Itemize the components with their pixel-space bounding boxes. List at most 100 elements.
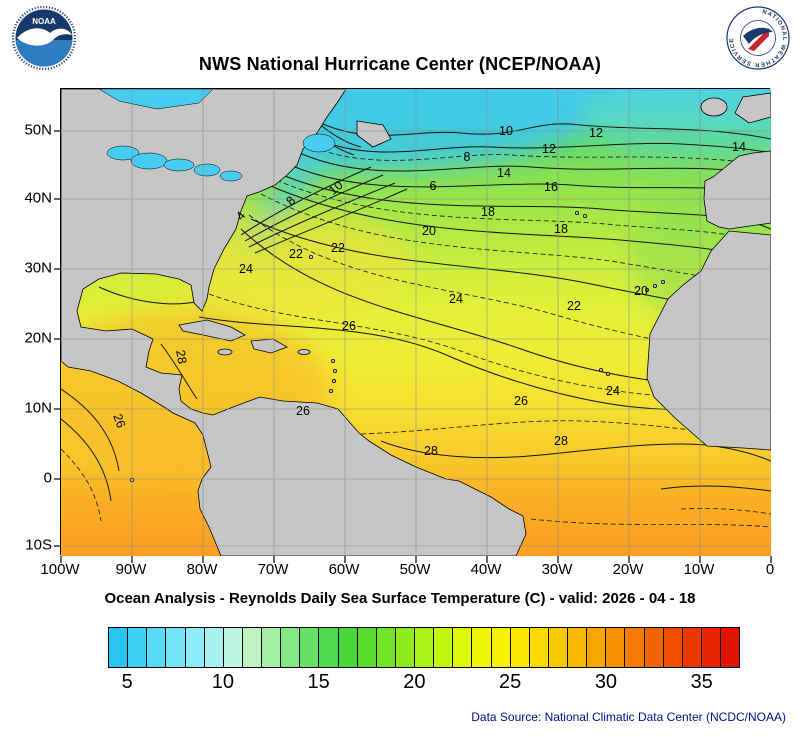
great-lake <box>193 163 221 177</box>
colorbar-cell <box>204 628 224 667</box>
nws-logo: NATIONAL WEATHER SERVICE <box>726 6 790 70</box>
colorbar-cell <box>606 628 626 667</box>
lat-tick-label: 40N <box>24 189 52 207</box>
colorbar-cell <box>491 628 511 667</box>
great-lake <box>219 170 243 182</box>
lon-tick-label: 0 <box>765 561 775 578</box>
colorbar-cell <box>338 628 358 667</box>
jamaica-island <box>217 348 233 356</box>
lat-tick-label: 0 <box>43 469 52 487</box>
colorbar-cell <box>300 628 320 667</box>
land-layer <box>61 89 771 556</box>
colorbar-cell <box>682 628 702 667</box>
colorbar-cell <box>185 628 205 667</box>
colorbar-cell <box>242 628 262 667</box>
ireland-island <box>700 97 728 117</box>
colorbar-cell <box>109 628 129 667</box>
svg-text:NOAA: NOAA <box>32 17 56 26</box>
colorbar-tick-label: 35 <box>690 671 713 693</box>
great-lake <box>163 158 195 172</box>
grid-layer <box>61 89 771 556</box>
americas-landmass <box>61 89 527 556</box>
lon-tick-label: 100W <box>40 561 80 578</box>
colorbar-cell <box>128 628 148 667</box>
lon-tick-label: 40W <box>470 561 502 578</box>
lat-tick-label: 20N <box>24 329 52 347</box>
colorbar-cell <box>568 628 588 667</box>
cape-verde-islands <box>599 367 604 372</box>
noaa-bird-icon <box>17 28 72 46</box>
nws-red-stripe-icon <box>748 28 769 51</box>
newfoundland-island <box>356 120 392 148</box>
colorbar-tick-label: 15 <box>307 671 330 693</box>
great-lake <box>130 152 168 170</box>
colorbar-tick-label: 25 <box>499 671 522 693</box>
lon-tick-label: 20W <box>612 561 644 578</box>
colorbar-cell <box>721 628 740 667</box>
colorbar-cell <box>147 628 167 667</box>
nws-logo-graphic: NATIONAL WEATHER SERVICE <box>726 6 790 70</box>
colorbar-cell <box>319 628 339 667</box>
lon-tick-label: 80W <box>186 561 218 578</box>
gulf-of-st-lawrence <box>302 133 336 153</box>
colorbar-cell <box>548 628 568 667</box>
colorbar-cell <box>453 628 473 667</box>
noaa-logo-graphic: NOAA <box>11 5 77 71</box>
colorbar <box>108 627 740 668</box>
noaa-logo: NOAA <box>11 5 77 71</box>
colorbar-cell <box>644 628 664 667</box>
colorbar-cell <box>434 628 454 667</box>
great-lake <box>106 145 140 161</box>
lat-tick-label: 10S <box>25 536 52 554</box>
colorbar-cell <box>281 628 301 667</box>
bermuda-island <box>308 254 313 259</box>
lon-tick-label: 30W <box>541 561 573 578</box>
hudson-bay <box>98 89 214 110</box>
lon-tick-label: 50W <box>399 561 431 578</box>
lon-tick-label: 70W <box>257 561 289 578</box>
colorbar-cell <box>223 628 243 667</box>
lon-tick-label: 60W <box>328 561 360 578</box>
colorbar-cell <box>587 628 607 667</box>
nws-bird-icon <box>743 27 773 44</box>
azores-islands <box>575 211 580 216</box>
colorbar-cells <box>109 628 740 667</box>
colorbar-cell <box>415 628 435 667</box>
data-source-note: Data Source: National Climatic Data Cent… <box>471 710 786 724</box>
isotherm-lines <box>61 116 771 502</box>
sst-map: 10 12 12 14 14 8 6 16 18 18 20 10 8 4 22 22 24 20 22 24 26 24… <box>54 88 772 563</box>
colorbar-cell <box>376 628 396 667</box>
colorbar-ticks: 5 10 15 20 25 30 35 <box>108 671 740 697</box>
lon-axis: 100W 90W 80W 70W 60W 50W 40W 30W 20W 10W 0 <box>40 559 774 581</box>
puerto-rico-island <box>297 349 311 355</box>
colorbar-cell <box>357 628 377 667</box>
lat-tick-label: 50N <box>24 121 52 139</box>
britain-landmass <box>734 92 771 124</box>
colorbar-cell <box>395 628 415 667</box>
canary-islands <box>653 283 658 288</box>
page-title: NWS National Hurricane Center (NCEP/NOAA… <box>198 54 602 74</box>
hispaniola-island <box>250 338 288 354</box>
colorbar-tick-label: 5 <box>121 671 133 693</box>
colorbar-cell <box>510 628 530 667</box>
colorbar-cell <box>701 628 721 667</box>
colorbar-cell <box>663 628 683 667</box>
lon-tick-label: 90W <box>115 561 147 578</box>
lat-tick-label: 10N <box>24 399 52 417</box>
lat-tick-label: 30N <box>24 259 52 277</box>
tick-layer <box>54 130 772 563</box>
colorbar-cell <box>262 628 282 667</box>
colorbar-cell <box>472 628 492 667</box>
africa-landmass <box>646 230 771 451</box>
lat-axis: 50N 40N 30N 20N 10N 0 10S <box>0 88 54 555</box>
lon-tick-label: 10W <box>683 561 715 578</box>
colorbar-cell <box>166 628 186 667</box>
lakes-layer <box>98 89 336 182</box>
colorbar-tick-label: 10 <box>211 671 235 693</box>
colorbar-tick-label: 30 <box>594 671 618 693</box>
colorbar-cell <box>625 628 645 667</box>
map-svg <box>54 89 772 563</box>
colorbar-tick-label: 20 <box>403 671 426 693</box>
map-caption: Ocean Analysis - Reynolds Daily Sea Surf… <box>104 590 696 607</box>
colorbar-cell <box>529 628 549 667</box>
